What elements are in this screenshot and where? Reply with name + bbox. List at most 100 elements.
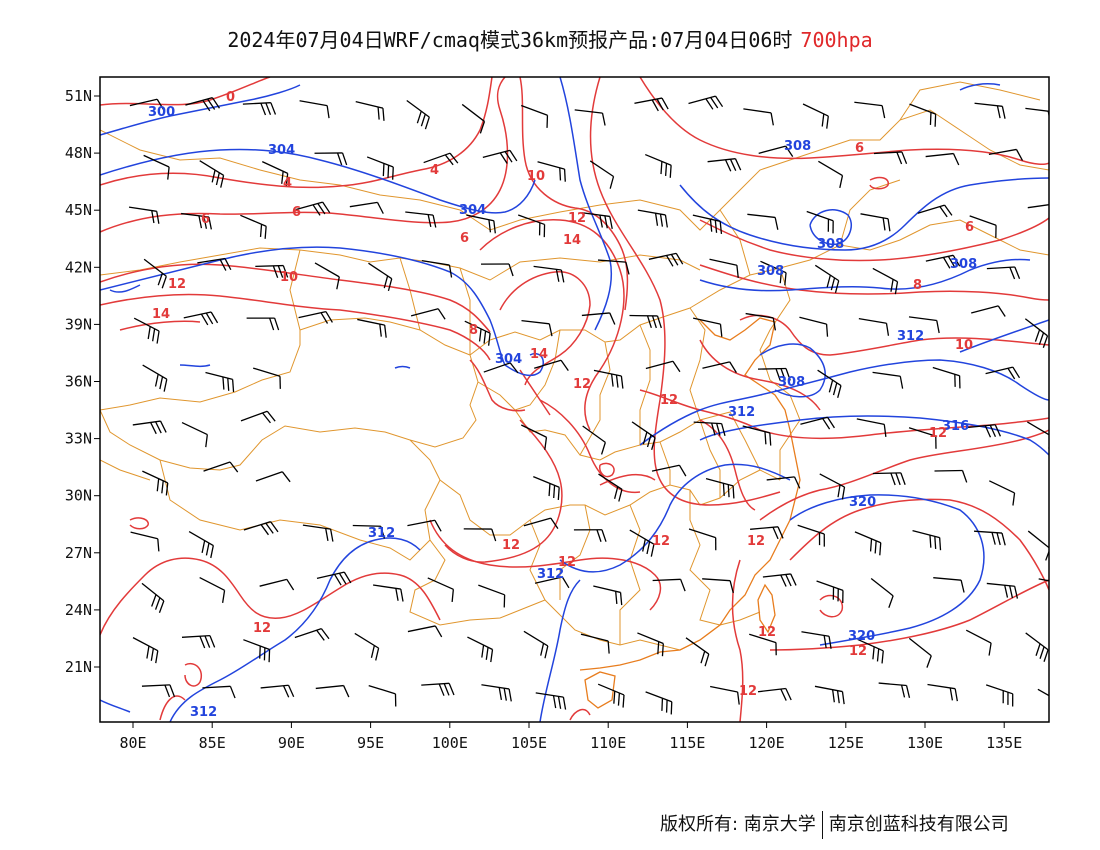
wind-barb-shaft [534, 576, 563, 584]
wind-barb-feather [448, 683, 455, 696]
wind-barb-feather [207, 98, 216, 110]
wind-barb-shaft [637, 632, 664, 645]
wind-barb-shaft [688, 528, 716, 539]
wind-barb-feather [831, 689, 835, 703]
latitude-tick-label: 24N [65, 601, 92, 619]
wind-barb-feather [434, 625, 443, 638]
wind-barb-shaft [354, 632, 379, 649]
temp-label: 12 [568, 211, 586, 226]
wind-barb-feather [205, 312, 214, 325]
wind-barb-feather [600, 442, 606, 455]
wind-barb-shaft [461, 103, 485, 122]
wind-barb-shaft [199, 576, 225, 591]
latitude-tick-label: 42N [65, 258, 92, 276]
wind-barb-feather [277, 265, 284, 278]
wind-barb-feather [157, 273, 163, 286]
wind-barb-feather [890, 279, 894, 292]
wind-barb-feather [678, 464, 687, 477]
wind-barb-feather [936, 320, 940, 334]
wind-barb-shaft [745, 312, 774, 319]
wind-barb-feather [159, 376, 164, 390]
wind-barb-feather [837, 385, 842, 398]
latitude-tick-label: 30N [65, 487, 92, 505]
wind-barb-feather [1039, 646, 1045, 659]
wind-barb-feather [370, 645, 375, 658]
wind-barb-shaft [421, 259, 450, 266]
wind-barb-shaft [520, 104, 548, 116]
wind-barb-feather [270, 521, 279, 533]
wind-barb-feather [664, 214, 668, 228]
wind-barb-feather [316, 629, 325, 641]
height-label: 312 [190, 705, 217, 720]
wind-barb-feather [379, 323, 382, 337]
wind-barb-feather [1009, 267, 1016, 280]
wind-barb-shaft [766, 476, 795, 481]
wind-barb-feather [960, 580, 965, 593]
wind-barb-feather [154, 374, 159, 387]
longitude-tick-label: 130E [907, 734, 943, 752]
wind-barb-feather [341, 152, 348, 166]
wind-barb-feather [1055, 701, 1058, 713]
wind-barb-feather [714, 220, 718, 233]
wind-barbs [128, 95, 1058, 715]
wind-barb-feather [382, 163, 385, 177]
wind-barb-feather [657, 641, 660, 655]
wind-barb-feather [165, 482, 169, 496]
wind-barb-feather [944, 204, 953, 216]
wind-barb-feather [540, 643, 545, 656]
wind-barb-feather [826, 116, 829, 129]
wind-barb-feather [493, 220, 496, 234]
wind-barb-feather [154, 597, 161, 610]
wind-barb-feather [383, 275, 389, 289]
wind-barb-feather [609, 216, 613, 229]
wind-barb-feather [375, 647, 380, 661]
wind-barb-feather [710, 97, 719, 109]
wind-barb-shaft [349, 201, 378, 208]
wind-barb-shaft [581, 312, 610, 317]
wind-barb-feather [199, 635, 206, 649]
wind-barb-feather [1034, 329, 1041, 342]
temp-label: 14 [530, 347, 548, 362]
wind-barb-feather [899, 376, 904, 389]
wind-barb-shaft [355, 100, 384, 109]
wind-barb-shaft [240, 214, 267, 227]
latitude-tick-label: 45N [65, 201, 92, 219]
wind-barb-feather [646, 434, 652, 448]
wind-barb-feather [952, 254, 961, 267]
wind-barb-feather [934, 114, 937, 127]
longitude-tick-label: 90E [278, 734, 305, 752]
wind-barb-shaft [872, 267, 898, 283]
height-label: 304 [268, 143, 295, 158]
wind-barb-feather [483, 330, 487, 344]
wind-barb-shaft [747, 213, 776, 219]
wind-barb-feather [167, 166, 170, 180]
wind-barb-feather [266, 410, 276, 422]
wind-barb-feather [209, 635, 216, 648]
height-label: 312 [537, 567, 564, 582]
temp-label: 10 [527, 169, 545, 184]
wind-barb-feather [156, 211, 160, 224]
wind-barb-shaft [819, 473, 845, 488]
wind-barb-feather [651, 99, 659, 112]
wind-barb-feather [837, 484, 841, 498]
wind-barb-feather [211, 169, 216, 183]
height-label: 312 [368, 526, 395, 541]
temp-label: 12 [253, 621, 271, 636]
height-contours [100, 77, 1049, 722]
wind-barb-shaft [856, 418, 885, 425]
longitude-tick-label: 125E [828, 734, 864, 752]
height-label: 308 [757, 264, 784, 279]
wind-barb-feather [661, 643, 664, 657]
wind-barb-feather [642, 431, 648, 445]
wind-barb-feather [596, 529, 602, 542]
longitude-tick-label: 105E [511, 734, 547, 752]
wind-barb-feather [434, 519, 442, 532]
height-label: 308 [950, 257, 977, 272]
wind-barb-feather [488, 219, 492, 233]
wind-barb-feather [163, 379, 168, 392]
wind-barb-feather [438, 683, 445, 696]
wind-barb-shaft [535, 692, 564, 698]
wind-barb-feather [563, 169, 566, 182]
wind-barb-feather [622, 694, 625, 708]
wind-barb-feather [205, 434, 208, 448]
